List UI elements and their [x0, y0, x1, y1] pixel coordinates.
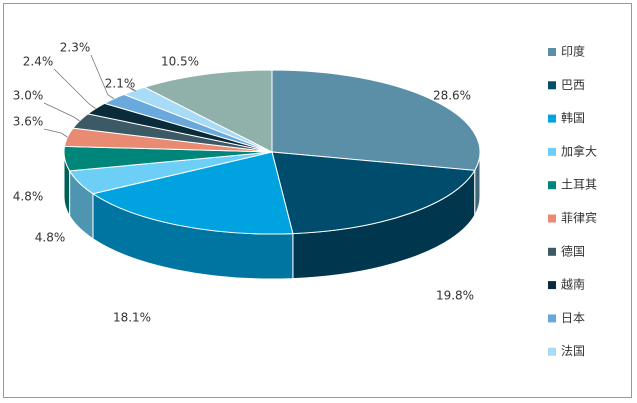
legend-label: 韩国: [561, 110, 585, 125]
legend-swatch: [548, 347, 556, 356]
data-label: 3.6%: [13, 115, 44, 129]
leader-line: [90, 54, 115, 100]
leader-line: [43, 102, 80, 122]
data-label: 4.8%: [35, 231, 66, 245]
legend-label: 德国: [561, 243, 585, 258]
legend-swatch: [548, 114, 556, 123]
legend-swatch: [548, 281, 556, 290]
legend-label: 越南: [561, 277, 585, 292]
legend-swatch: [548, 247, 556, 256]
leader-line: [43, 128, 68, 138]
legend-label: 法国: [561, 344, 585, 358]
leader-line: [53, 68, 96, 109]
data-label: 28.6%: [433, 89, 471, 103]
data-label: 2.1%: [105, 77, 136, 91]
legend-label: 菲律宾: [561, 210, 597, 225]
data-label: 18.1%: [113, 311, 151, 325]
data-label: 2.3%: [60, 41, 91, 55]
pie-slice: [271, 151, 476, 235]
data-label: 10.5%: [161, 55, 199, 69]
legend-swatch: [548, 81, 556, 90]
pie-slice: [271, 69, 481, 171]
pie-slice: [91, 151, 294, 235]
legend-swatch: [548, 147, 556, 156]
legend-swatch: [548, 181, 556, 190]
legend-label: 加拿大: [561, 143, 597, 158]
legend-swatch: [548, 314, 556, 323]
legend-swatch: [548, 214, 556, 223]
data-label: 19.8%: [436, 289, 474, 303]
leader-line: [127, 86, 137, 92]
legend-label: 巴西: [561, 78, 585, 92]
pie-slice: [143, 69, 273, 153]
data-label: 3.0%: [13, 89, 44, 103]
legend-label: 印度: [561, 44, 585, 59]
data-label: 2.4%: [23, 55, 54, 69]
legend-label: 土耳其: [561, 178, 597, 192]
legend-label: 日本: [561, 311, 585, 325]
legend-swatch: [548, 48, 556, 56]
data-label: 4.8%: [13, 190, 44, 204]
